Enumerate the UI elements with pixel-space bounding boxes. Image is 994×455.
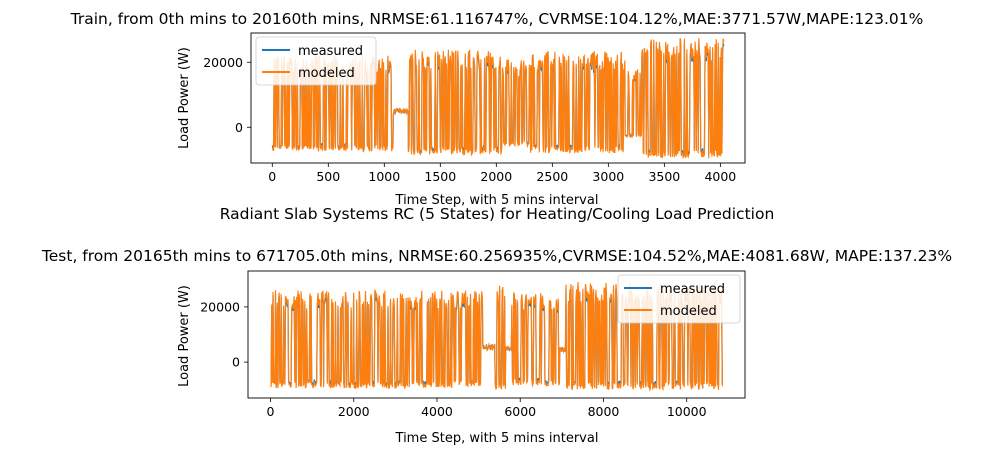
chart1-x-tick-label: 3500 (648, 169, 680, 184)
chart2-y-tick-label: 0 (232, 355, 240, 370)
chart2-x-tick-label: 2000 (338, 404, 370, 419)
chart1-x-tick-label: 1500 (424, 169, 456, 184)
chart2-x-tick-label: 0 (267, 404, 275, 419)
chart1-legend: measured modeled (255, 36, 377, 86)
chart2-legend-modeled-label: modeled (660, 304, 717, 319)
chart1-x-tick-label: 4000 (704, 169, 736, 184)
chart2-x-tick-label: 8000 (588, 404, 620, 419)
chart2-x-tick-label: 10000 (667, 404, 707, 419)
chart1-y-tick-label: 0 (235, 120, 243, 135)
chart2-x-axis-label: Time Step, with 5 mins interval (395, 431, 599, 446)
chart1-legend-modeled-label: modeled (298, 66, 355, 81)
chart1-y-tick-label: 20000 (203, 55, 243, 70)
chart2-x-ticks: 0 2000 4000 6000 8000 10000 (267, 398, 707, 419)
chart1-x-tick-label: 0 (268, 169, 276, 184)
chart1-x-tick-label: 3000 (592, 169, 624, 184)
chart1-x-ticks: 0 500 1000 1500 2000 2500 3000 3500 4000 (268, 163, 736, 184)
chart1-x-tick-label: 2000 (480, 169, 512, 184)
chart2-y-axis-label: Load Power (W) (177, 285, 192, 387)
chart2-y-tick-label: 20000 (200, 299, 240, 314)
chart2-x-tick-label: 4000 (421, 404, 453, 419)
chart1-axes-frame (250, 32, 746, 164)
figure-suptitle: Radiant Slab Systems RC (5 States) for H… (220, 205, 775, 223)
chart1-title: Train, from 0th mins to 20160th mins, NR… (70, 10, 924, 28)
chart1-y-ticks: 0 20000 (203, 55, 251, 135)
chart2-x-tick-label: 6000 (504, 404, 536, 419)
chart1-legend-measured-label: measured (298, 44, 363, 59)
chart1-x-tick-label: 1000 (368, 169, 400, 184)
chart2-axes-frame (247, 270, 746, 399)
chart2-title: Test, from 20165th mins to 671705.0th mi… (41, 247, 952, 265)
chart1-x-axis-label: Time Step, with 5 mins interval (395, 193, 599, 208)
chart1-plot: 0 500 1000 1500 2000 2500 3000 3500 4000 0 20000 (203, 32, 746, 184)
chart1-y-axis-label: Load Power (W) (177, 47, 192, 149)
chart2-legend-measured-label: measured (660, 282, 725, 297)
chart2-y-ticks: 0 20000 (200, 299, 248, 370)
chart1-x-tick-label: 2500 (536, 169, 568, 184)
chart1-x-tick-label: 500 (316, 169, 340, 184)
chart2-legend: measured modeled (617, 274, 741, 324)
